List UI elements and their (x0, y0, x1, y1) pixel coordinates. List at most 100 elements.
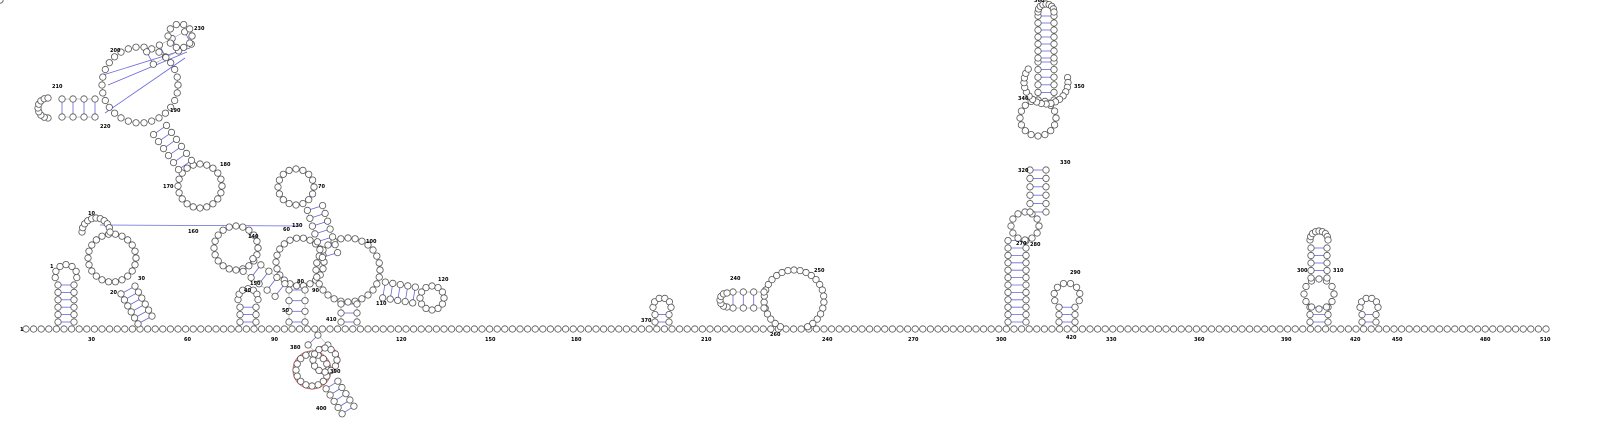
nucleotide (125, 46, 131, 52)
nucleotide (1308, 245, 1314, 251)
nucleotide (593, 326, 599, 332)
nucleotide (149, 313, 155, 319)
nucleotide (623, 326, 629, 332)
nucleotide (76, 326, 82, 332)
nucleotide (102, 66, 108, 72)
nucleotide (540, 326, 546, 332)
nucleotide (760, 326, 766, 332)
position-label: 60 (184, 337, 191, 343)
backbone-layer (26, 4, 1546, 414)
nucleotide (322, 210, 328, 216)
nucleotide (107, 229, 113, 235)
nucleotide (1034, 326, 1040, 332)
nucleotide (302, 308, 308, 314)
position-label: 280 (1030, 242, 1041, 248)
nucleotide (322, 345, 328, 351)
nucleotide (274, 326, 280, 332)
nucleotide (197, 205, 203, 211)
nucleotide (351, 403, 357, 409)
nucleotide (331, 296, 337, 302)
nucleotide (365, 326, 371, 332)
position-label: 200 (110, 48, 121, 54)
nucleotide (1292, 326, 1298, 332)
nucleotide (1300, 326, 1306, 332)
nucleotide (1315, 326, 1321, 332)
nucleotide (338, 319, 344, 325)
nucleotide (281, 241, 287, 247)
nucleotide (448, 326, 454, 332)
nucleotide (1051, 41, 1057, 47)
nucleotide (1375, 304, 1381, 310)
nucleotide (1072, 319, 1078, 325)
nucleotide (745, 326, 751, 332)
nucleotide (81, 96, 87, 102)
nucleotide (410, 326, 416, 332)
nucleotide (350, 326, 356, 332)
label-layer: 130 60 90 120 150 180 210 240 270 300 330 360 390 420… (20, 0, 1551, 412)
nucleotide (988, 326, 994, 332)
nucleotide (374, 253, 380, 259)
nucleotide (152, 326, 158, 332)
nucleotide (417, 295, 423, 301)
nucleotide (197, 161, 203, 167)
nucleotide (218, 190, 224, 196)
nucleotide (418, 326, 424, 332)
nucleotide (175, 166, 181, 172)
nucleotide (1308, 275, 1314, 281)
nucleotide (160, 326, 166, 332)
nucleotide (335, 378, 341, 384)
nucleotide (237, 304, 243, 310)
base-pair (100, 225, 300, 226)
nucleotide (502, 326, 508, 332)
nucleotide (517, 326, 523, 332)
position-label: 480 (1480, 337, 1491, 343)
nucleotide (255, 296, 261, 302)
nucleotide (311, 363, 317, 369)
nucleotide (1023, 252, 1029, 258)
nucleotide (175, 183, 181, 189)
nucleotide (111, 54, 117, 60)
nucleotide (133, 44, 139, 50)
nucleotide (426, 326, 432, 332)
nucleotide (71, 304, 77, 310)
nucleotide (129, 326, 135, 332)
position-label: 450 (1392, 337, 1403, 343)
nucleotide (374, 281, 380, 287)
nucleotide (210, 165, 216, 171)
nucleotide (1056, 304, 1062, 310)
nucleotide (1436, 326, 1442, 332)
nucleotide (325, 242, 331, 248)
nucleotide (357, 326, 363, 332)
nucleotide (1216, 326, 1222, 332)
nucleotide (889, 326, 895, 332)
nucleotide (1535, 326, 1541, 332)
nucleotide (752, 326, 758, 332)
nucleotide (237, 311, 243, 317)
nucleotide (1051, 89, 1057, 95)
nucleotide (155, 138, 161, 144)
nucleotide (313, 267, 319, 273)
nucleotide (935, 326, 941, 332)
nucleotide (167, 26, 173, 32)
nucleotide (139, 295, 145, 301)
nucleotide (669, 326, 675, 332)
nucleotide (435, 305, 441, 311)
nucleotide (327, 392, 333, 398)
nucleotide (334, 326, 340, 332)
position-label: 380 (290, 345, 301, 351)
nucleotide (1444, 326, 1450, 332)
nucleotide (1052, 298, 1058, 304)
nucleotide (1467, 326, 1473, 332)
nucleotide (286, 319, 292, 325)
nucleotide (1391, 326, 1397, 332)
position-label: 390 (1281, 337, 1292, 343)
nucleotide (874, 326, 880, 332)
nucleotide (89, 242, 95, 248)
position-label: 290 (1070, 270, 1081, 276)
nucleotide (365, 292, 371, 298)
nucleotide (692, 326, 698, 332)
nucleotide (1345, 326, 1351, 332)
nucleotide (751, 305, 757, 311)
nucleotide (282, 281, 288, 287)
nucleotide (684, 326, 690, 332)
